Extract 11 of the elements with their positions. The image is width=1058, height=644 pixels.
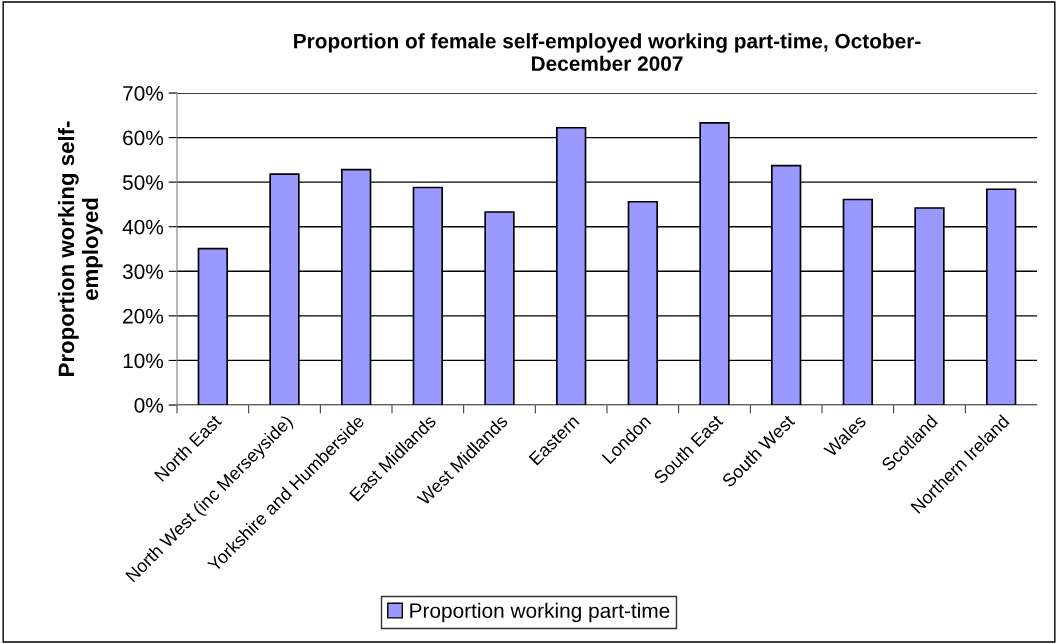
y-tick-label: 40%: [122, 219, 164, 235]
y-axis-title: Proportion working self- employed: [57, 121, 103, 376]
y-tick-label: 60%: [123, 130, 164, 146]
y-tick-label: 20%: [123, 308, 164, 324]
legend-label: Proportion working part-time: [410, 602, 670, 623]
y-tick-label: 30%: [122, 264, 164, 280]
y-tick-label: 70%: [123, 86, 164, 101]
y-tick-label: 0%: [134, 398, 164, 413]
y-tick-label: 50%: [122, 175, 164, 190]
y-tick-label: 10%: [123, 353, 164, 369]
chart-title: Proportion of female self-employed working part-time, October- December 2007: [294, 33, 921, 71]
